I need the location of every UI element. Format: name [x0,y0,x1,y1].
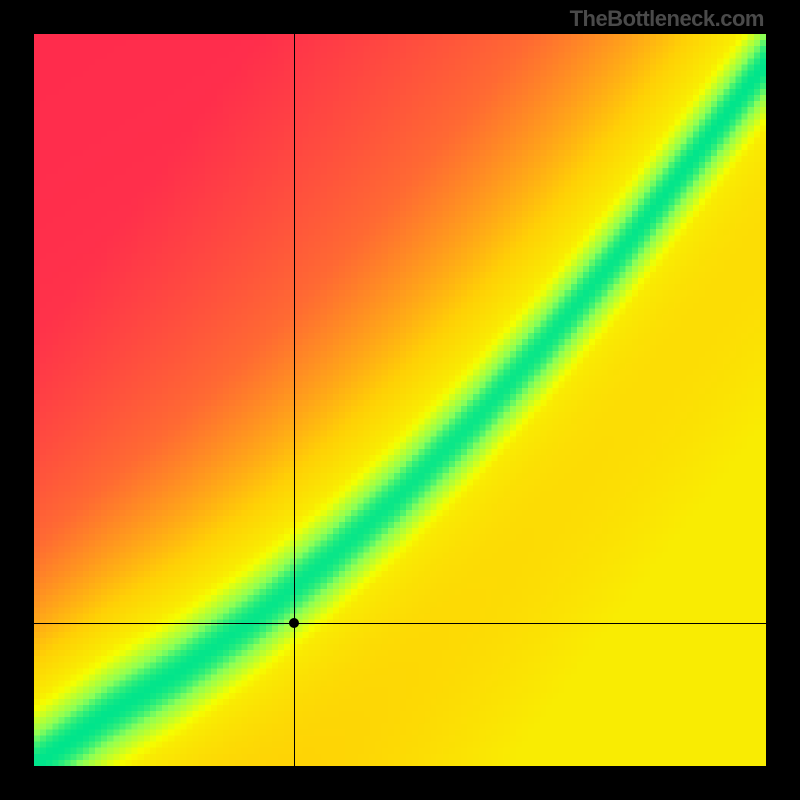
watermark-text: TheBottleneck.com [570,6,764,32]
heatmap-plot [34,34,766,766]
crosshair-marker [289,618,299,628]
heatmap-canvas [34,34,766,766]
crosshair-horizontal [34,623,766,624]
crosshair-vertical [294,34,295,766]
